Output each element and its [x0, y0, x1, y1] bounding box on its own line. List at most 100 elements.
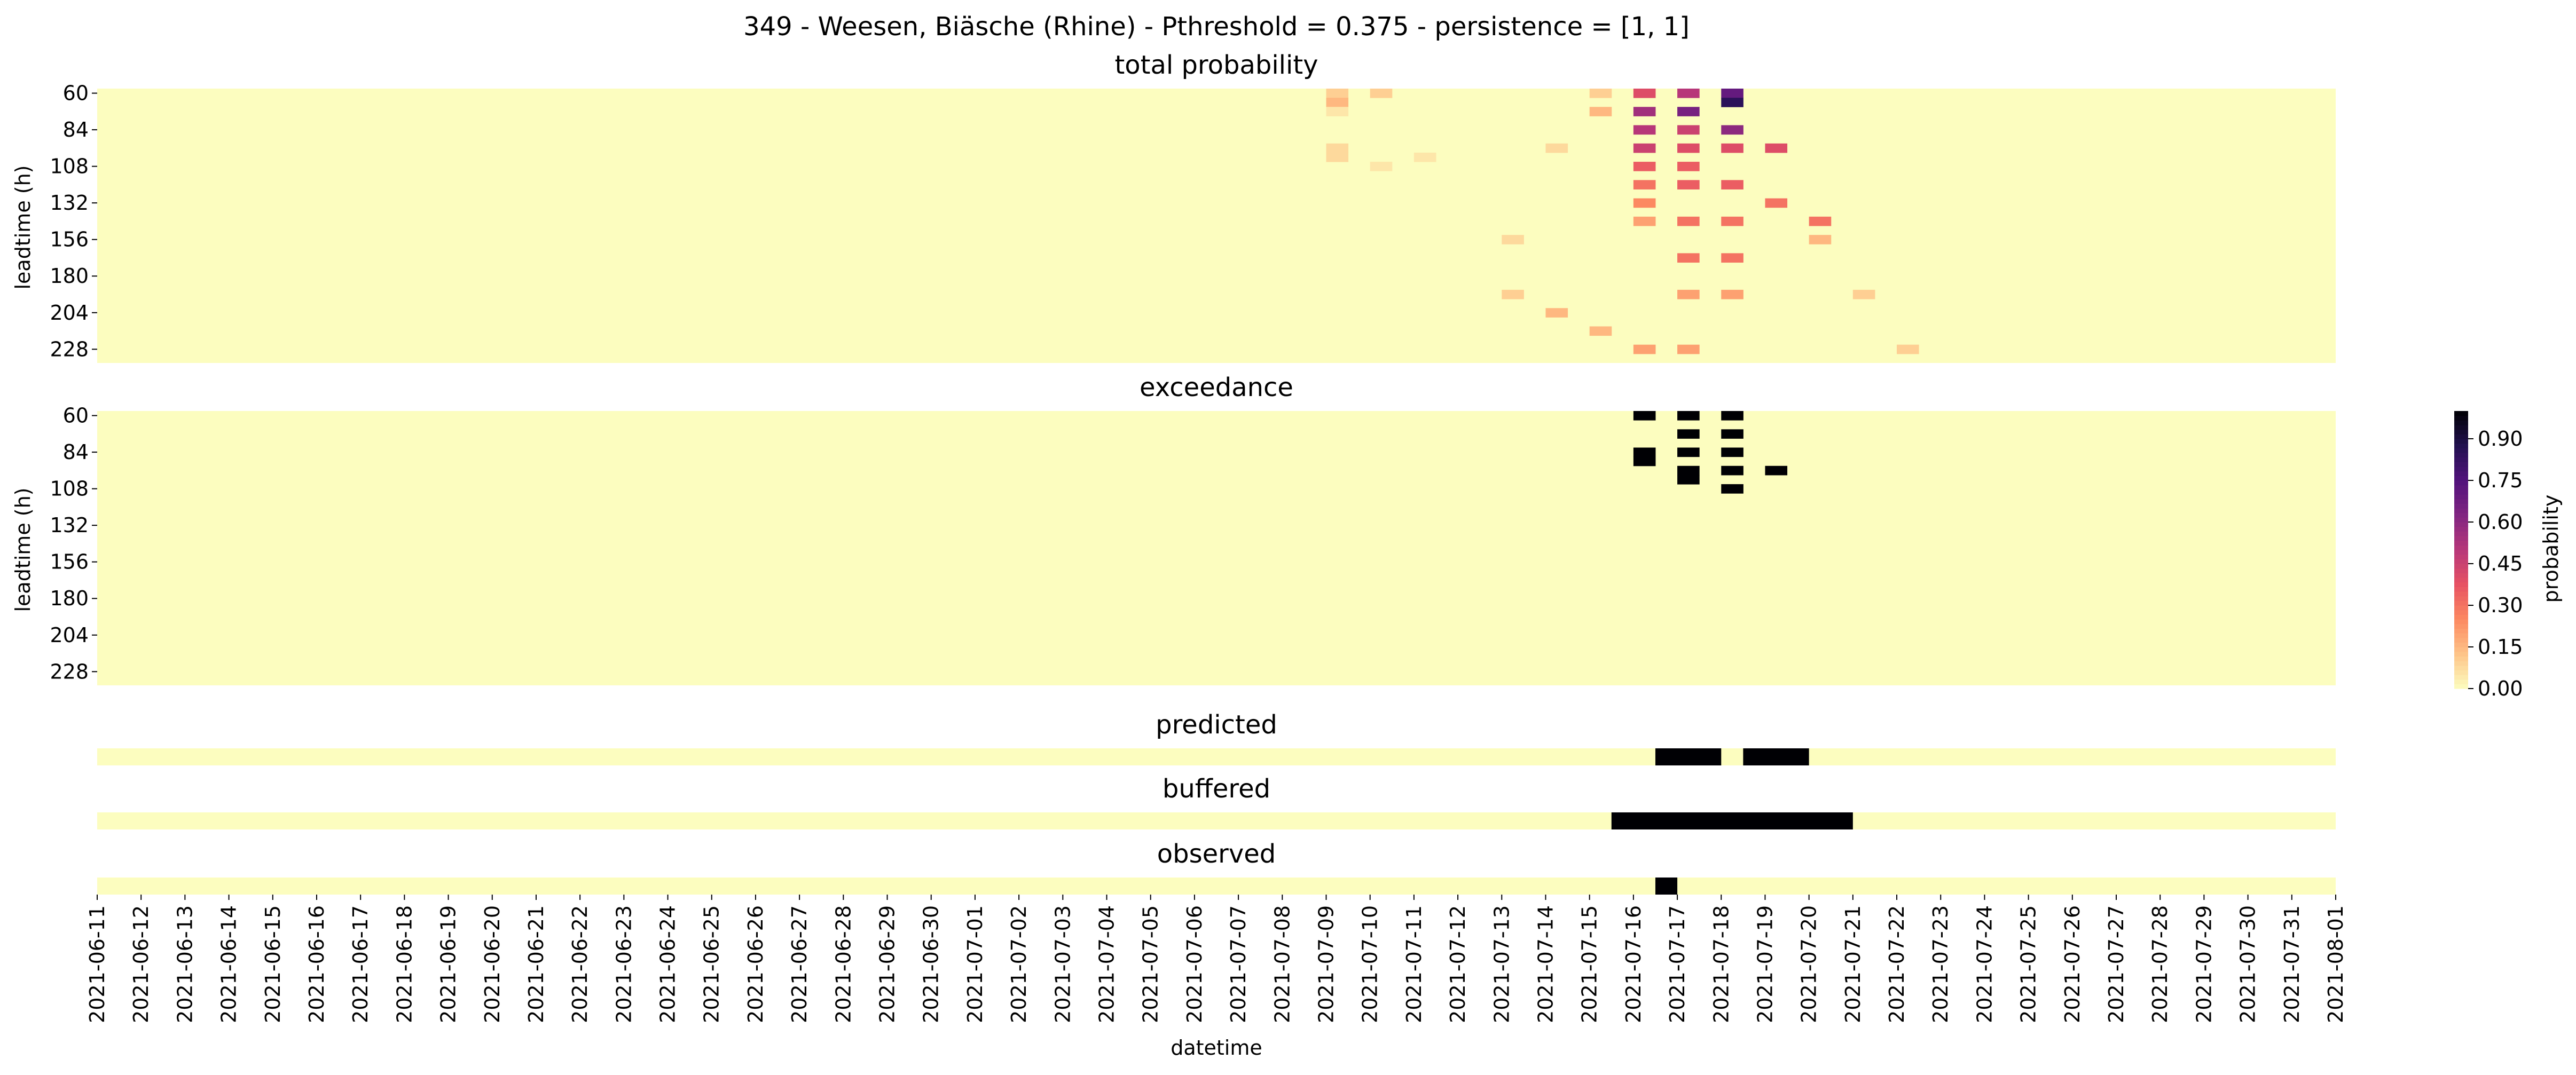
y-tick-label: 108 — [50, 477, 89, 501]
colorbar-segment — [2454, 485, 2468, 490]
heatmap-cell — [1721, 144, 1743, 153]
heatmap-cell — [1721, 98, 1743, 107]
observed-panel: observed — [97, 839, 2336, 895]
y-tick-label: 84 — [63, 118, 89, 141]
colorbar-segment — [2454, 675, 2468, 679]
colorbar-segment — [2454, 596, 2468, 601]
heatmap-cell — [1809, 235, 1832, 244]
total-probability-panel: total probability leadtime (h) 60 84 108 13… — [11, 50, 2336, 363]
colorbar-segment — [2454, 434, 2468, 439]
heatmap-cell — [1633, 125, 1656, 135]
x-tick-label: 2021-06-28 — [831, 905, 855, 1023]
row-background — [97, 748, 2336, 765]
heatmap-cell — [1633, 162, 1656, 171]
colorbar-segment — [2454, 522, 2468, 527]
heatmap-cell — [1326, 107, 1348, 116]
heatmap-cell — [1721, 466, 1743, 476]
heatmap-cell — [1721, 448, 1743, 457]
heatmap-cell — [1853, 290, 1875, 299]
x-tick-label: 2021-07-03 — [1051, 905, 1074, 1023]
heatmap-cell — [1897, 345, 1919, 354]
heatmap-cell — [1765, 466, 1787, 476]
x-tick-label: 2021-07-10 — [1358, 905, 1382, 1023]
x-tick-label: 2021-08-01 — [2324, 905, 2347, 1023]
x-tick-label: 2021-07-13 — [1490, 905, 1513, 1023]
heatmap-cell — [1677, 429, 1700, 439]
colorbar-segment — [2454, 420, 2468, 425]
colorbar-segment — [2454, 582, 2468, 587]
colorbar-segment — [2454, 661, 2468, 666]
x-tick-label: 2021-07-27 — [2104, 905, 2128, 1023]
heatmap-cell — [1677, 217, 1700, 226]
x-tick-label: 2021-07-07 — [1227, 905, 1250, 1023]
colorbar: 0.00 0.15 0.30 0.45 0.60 0.75 0.90 — [2454, 411, 2523, 700]
x-tick-label: 2021-06-26 — [744, 905, 767, 1023]
predicted-title: predicted — [1156, 710, 1277, 740]
exceedance-title: exceedance — [1140, 373, 1293, 402]
x-tick-label: 2021-07-30 — [2236, 905, 2260, 1023]
colorbar-segment — [2454, 605, 2468, 610]
colorbar-segment — [2454, 462, 2468, 467]
heatmap-cell — [1590, 89, 1612, 98]
row-background — [97, 878, 2336, 895]
colorbar-segment — [2454, 503, 2468, 508]
colorbar-segment — [2454, 536, 2468, 541]
colorbar-segment — [2454, 614, 2468, 619]
y-tick-label: 108 — [50, 155, 89, 178]
x-tick-label: 2021-07-05 — [1139, 905, 1163, 1023]
colorbar-segment — [2454, 610, 2468, 615]
colorbar-segment — [2454, 684, 2468, 689]
colorbar-segment — [2454, 619, 2468, 624]
heatmap-cell — [1677, 144, 1700, 153]
colorbar-tick-label: 0.45 — [2478, 552, 2523, 575]
heatmap-cell — [1677, 125, 1700, 135]
heatmap-cell — [1721, 411, 1743, 421]
x-tick-label: 2021-06-21 — [524, 905, 548, 1023]
colorbar-segment — [2454, 591, 2468, 596]
heatmap-cell — [1721, 290, 1743, 299]
y-tick-label: 132 — [50, 191, 89, 215]
heatmap-cell — [1677, 475, 1700, 485]
y-tick-label: 204 — [50, 623, 89, 647]
x-tick-label: 2021-06-20 — [481, 905, 504, 1023]
x-tick-label: 2021-06-15 — [261, 905, 285, 1023]
colorbar-segment — [2454, 430, 2468, 434]
x-tick-label: 2021-07-06 — [1183, 905, 1206, 1023]
x-tick-label: 2021-07-02 — [1007, 905, 1031, 1023]
heatmap-cell — [1677, 180, 1700, 189]
event-span — [1655, 878, 1677, 895]
colorbar-segment — [2454, 628, 2468, 633]
colorbar-segment — [2454, 444, 2468, 448]
event-span — [1612, 812, 1853, 829]
predicted-panel: predicted — [97, 710, 2336, 765]
buffered-panel: buffered — [97, 774, 2336, 829]
x-tick-label: 2021-07-24 — [1973, 905, 1996, 1023]
x-tick-label: 2021-06-30 — [920, 905, 943, 1023]
heatmap-cell — [1765, 199, 1787, 208]
heatmap-cell — [1721, 125, 1743, 135]
x-tick-label: 2021-07-26 — [2061, 905, 2084, 1023]
colorbar-segment — [2454, 578, 2468, 582]
x-tick-label: 2021-07-23 — [1929, 905, 1952, 1023]
colorbar-segment — [2454, 647, 2468, 652]
heatmap-cell — [1677, 466, 1700, 476]
colorbar-segment — [2454, 670, 2468, 675]
x-tick-label: 2021-06-22 — [568, 905, 592, 1023]
heatmap-cell — [1545, 308, 1568, 318]
colorbar-segment — [2454, 467, 2468, 471]
observed-title: observed — [1157, 839, 1276, 869]
colorbar-tick-label: 0.15 — [2478, 635, 2523, 659]
event-span — [1743, 748, 1809, 765]
x-tick-label: 2021-07-14 — [1534, 905, 1557, 1023]
colorbar-tick-label: 0.75 — [2478, 469, 2523, 492]
heatmap-cell — [1326, 153, 1348, 162]
colorbar-segment — [2454, 471, 2468, 476]
total-probability-ylabel: leadtime (h) — [11, 165, 35, 289]
x-tick-label: 2021-07-16 — [1622, 905, 1645, 1023]
heatmap-cell — [1502, 235, 1524, 244]
heatmap-cell — [1326, 98, 1348, 107]
heatmap-cell — [1809, 217, 1832, 226]
x-tick-label: 2021-07-09 — [1314, 905, 1338, 1023]
x-tick-label: 2021-07-20 — [1797, 905, 1821, 1023]
x-tick-label: 2021-07-12 — [1446, 905, 1470, 1023]
